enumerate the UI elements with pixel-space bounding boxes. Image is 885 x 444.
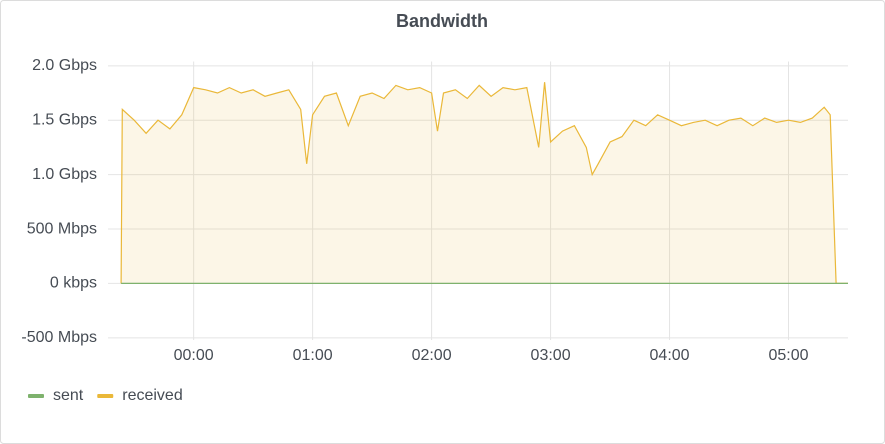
legend-swatch	[97, 394, 114, 398]
x-tick-label: 02:00	[412, 347, 452, 364]
series-line	[120, 82, 848, 284]
legend-label: sent	[53, 387, 84, 404]
x-tick-label: 05:00	[768, 347, 808, 364]
x-tick-label: 03:00	[531, 347, 571, 364]
x-tick-label: 04:00	[650, 347, 690, 364]
chart-title: Bandwidth	[396, 11, 488, 31]
legend-label: received	[122, 387, 182, 404]
x-tick-label: 00:00	[174, 347, 214, 364]
y-tick-label: 2.0 Gbps	[32, 57, 97, 74]
legend-swatch	[28, 394, 44, 398]
y-tick-label: 1.0 Gbps	[32, 166, 97, 183]
y-tick-label: 0 kbps	[50, 275, 97, 292]
y-tick-label: 500 Mbps	[27, 220, 97, 237]
y-tick-label: -500 Mbps	[21, 329, 97, 346]
y-tick-label: 1.5 Gbps	[32, 111, 97, 128]
x-tick-label: 01:00	[293, 347, 333, 364]
